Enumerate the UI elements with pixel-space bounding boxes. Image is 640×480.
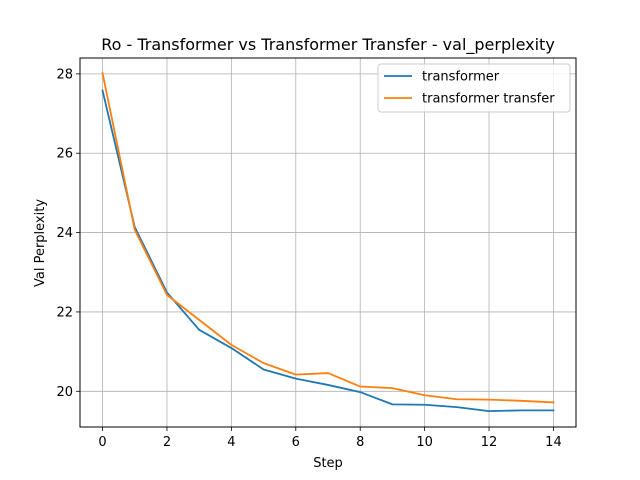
y-tick-label: 28 xyxy=(56,67,73,82)
x-tick-label: 0 xyxy=(98,435,106,450)
plot-frame xyxy=(79,57,577,428)
y-tick-label: 20 xyxy=(56,385,73,400)
x-tick-label: 2 xyxy=(163,435,171,450)
x-tick-label: 6 xyxy=(292,435,300,450)
chart-title: Ro - Transformer vs Transformer Transfer… xyxy=(101,35,555,55)
x-axis-label: Step xyxy=(313,456,343,471)
series-line-0 xyxy=(101,89,555,413)
series-lines xyxy=(101,72,555,413)
legend-box xyxy=(377,63,571,113)
x-tick-label: 12 xyxy=(481,435,498,450)
legend-label-1: transformer transfer xyxy=(422,92,555,107)
legend: transformer transformer transfer xyxy=(377,63,571,113)
series-line-1 xyxy=(101,72,555,404)
y-tick-label: 24 xyxy=(56,226,73,241)
y-tick-label: 22 xyxy=(56,305,73,320)
x-tick-label: 14 xyxy=(545,435,562,450)
y-axis-label: Val Perplexity xyxy=(33,199,48,287)
x-tick-label: 4 xyxy=(227,435,235,450)
legend-label-0: transformer xyxy=(422,70,500,85)
x-tick-label: 8 xyxy=(356,435,364,450)
x-tick-label: 10 xyxy=(416,435,433,450)
grid-lines xyxy=(80,58,576,427)
y-tick-label: 26 xyxy=(56,147,73,162)
